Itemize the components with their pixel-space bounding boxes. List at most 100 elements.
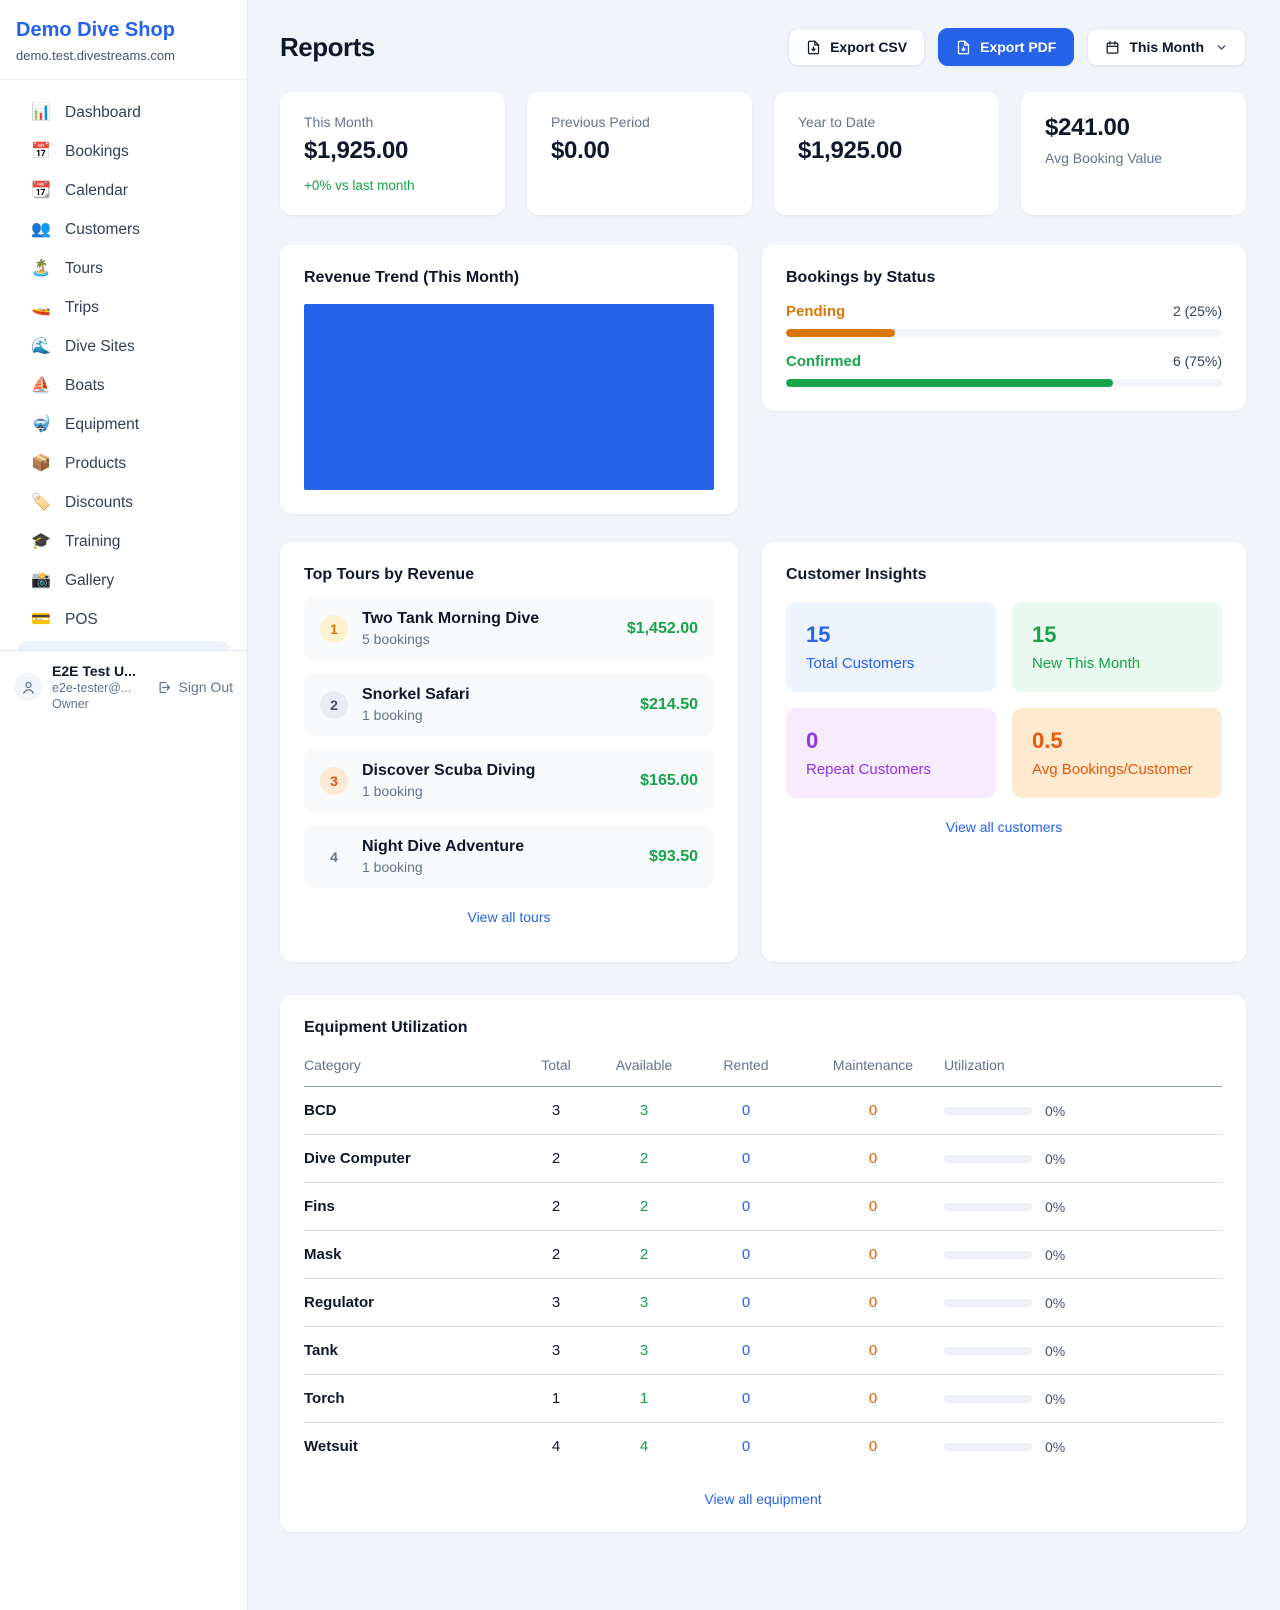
price-tag-icon: 🏷️ <box>31 494 51 511</box>
equipment-table-body: BCD 3 3 0 0 0% Dive Computer 2 2 0 0 0% Fins 2 2 0 0 0% Ma… <box>304 1087 1222 1470</box>
sign-out-button[interactable]: Sign Out <box>157 679 233 695</box>
table-row-wetsuit: Wetsuit 4 4 0 0 0% <box>304 1423 1222 1470</box>
tour-row-two-tank-morning-dive: 1 Two Tank Morning Dive 5 bookings $1,452.0… <box>304 597 714 660</box>
utilization-track <box>944 1298 1032 1307</box>
column-header-category: Category <box>304 1057 361 1073</box>
cell-category: Dive Computer <box>304 1150 411 1167</box>
cell-available: 4 <box>639 1438 649 1455</box>
period-label: This Month <box>1129 39 1204 55</box>
cell-category: Tank <box>304 1342 338 1359</box>
cell-rented: 0 <box>741 1294 751 1311</box>
cell-maintenance: 0 <box>868 1438 878 1455</box>
bookings-by-status-title: Bookings by Status <box>786 269 936 286</box>
table-row-fins: Fins 2 2 0 0 0% <box>304 1183 1222 1231</box>
file-download-icon <box>807 40 820 54</box>
cell-rented: 0 <box>741 1246 751 1263</box>
stat-card-year-to-date: Year to Date $1,925.00 <box>774 92 999 215</box>
sidebar-item-dashboard[interactable]: 📊 Dashboard <box>16 94 231 132</box>
tour-revenue: $1,452.00 <box>626 619 698 637</box>
utilization-track <box>944 1154 1032 1163</box>
insight-cell-total-customers: 15 Total Customers <box>786 602 996 692</box>
sidebar-item-pos[interactable]: 💳 POS <box>16 601 231 639</box>
sidebar-item-label: Equipment <box>65 416 140 433</box>
column-header-utilization: Utilization <box>944 1057 1005 1073</box>
stat-label: Previous Period <box>551 114 650 130</box>
tour-info: Discover Scuba Diving 1 booking <box>362 762 535 799</box>
sidebar-item-bookings[interactable]: 📅 Bookings <box>16 133 231 171</box>
column-header-total: Total <box>541 1057 571 1073</box>
sidebar-item-equipment[interactable]: 🤿 Equipment <box>16 406 231 444</box>
tour-info: Two Tank Morning Dive 5 bookings <box>362 610 539 647</box>
utilization-percent: 0% <box>1045 1294 1066 1311</box>
stat-label: Year to Date <box>798 114 876 130</box>
insights-grid: 15 Total Customers 15 New This Month 0 Repeat… <box>786 602 1222 798</box>
sidebar-item-label: Gallery <box>65 572 115 589</box>
diving-mask-icon: 🤿 <box>31 416 51 433</box>
table-row-dive-computer: Dive Computer 2 2 0 0 0% <box>304 1135 1222 1183</box>
customer-insights-card: Customer Insights 15 Total Customers 15 New… <box>762 542 1246 962</box>
cell-available: 2 <box>639 1246 649 1263</box>
utilization-percent: 0% <box>1045 1198 1066 1215</box>
sidebar-item-label: Calendar <box>65 182 128 199</box>
graduation-cap-icon: 🎓 <box>31 533 51 550</box>
cell-maintenance: 0 <box>868 1342 878 1359</box>
stat-value: $241.00 <box>1045 114 1130 141</box>
tour-bookings: 5 bookings <box>362 631 430 647</box>
status-progress-fill <box>786 379 1113 387</box>
sidebar-item-label: Boats <box>65 377 105 394</box>
sidebar-item-gallery[interactable]: 📸 Gallery <box>16 562 231 600</box>
export-csv-button[interactable]: Export CSV <box>788 28 926 66</box>
sidebar-item-calendar[interactable]: 📆 Calendar <box>16 172 231 210</box>
cell-total: 3 <box>551 1294 561 1311</box>
stat-card-previous-period: Previous Period $0.00 <box>527 92 752 215</box>
sidebar-item-customers[interactable]: 👥 Customers <box>16 211 231 249</box>
sidebar-item-tours[interactable]: 🏝️ Tours <box>16 250 231 288</box>
sidebar-item-discounts[interactable]: 🏷️ Discounts <box>16 484 231 522</box>
credit-card-icon: 💳 <box>31 611 51 628</box>
cell-rented: 0 <box>741 1102 751 1119</box>
cell-total: 2 <box>551 1198 561 1215</box>
status-progress-track <box>786 379 1222 387</box>
cell-utilization: 0% <box>944 1439 1222 1455</box>
cell-category: Torch <box>304 1390 345 1407</box>
cell-utilization: 0% <box>944 1391 1222 1407</box>
view-all-equipment-link[interactable]: View all equipment <box>304 1490 1222 1508</box>
sidebar-item-training[interactable]: 🎓 Training <box>16 523 231 561</box>
tour-name: Snorkel Safari <box>362 686 470 703</box>
stat-label: Avg Booking Value <box>1045 150 1163 166</box>
stat-card-this-month: This Month $1,925.00 +0% vs last month <box>280 92 505 215</box>
chevron-down-icon <box>1217 44 1226 50</box>
export-pdf-button[interactable]: Export PDF <box>938 28 1075 66</box>
sidebar-item-products[interactable]: 📦 Products <box>16 445 231 483</box>
sidebar-item-dive-sites[interactable]: 🌊 Dive Sites <box>16 328 231 366</box>
sidebar-item-label: Dive Sites <box>65 338 135 355</box>
logout-icon <box>159 681 170 693</box>
cell-category: Fins <box>304 1198 335 1215</box>
export-csv-label: Export CSV <box>830 39 908 55</box>
bar-chart-icon: 📊 <box>31 104 51 121</box>
utilization-track <box>944 1202 1032 1211</box>
cell-utilization: 0% <box>944 1343 1222 1359</box>
sidebar-item-trips[interactable]: 🚤 Trips <box>16 289 231 327</box>
cell-total: 4 <box>551 1438 561 1455</box>
view-all-tours-link[interactable]: View all tours <box>304 908 714 926</box>
view-all-customers-link[interactable]: View all customers <box>786 818 1222 836</box>
sidebar-item-boats[interactable]: ⛵ Boats <box>16 367 231 405</box>
status-list: Pending 2 (25%) Confirmed 6 (75%) <box>786 303 1222 387</box>
cell-maintenance: 0 <box>868 1246 878 1263</box>
insights-row: Top Tours by Revenue 1 Two Tank Morning D… <box>280 542 1246 962</box>
insight-value: 0.5 <box>1032 728 1063 753</box>
sidebar-item-reports-selected[interactable] <box>18 641 229 650</box>
cell-maintenance: 0 <box>868 1198 878 1215</box>
tour-name: Two Tank Morning Dive <box>362 610 540 627</box>
cell-rented: 0 <box>741 1438 751 1455</box>
insight-cell-repeat-customers: 0 Repeat Customers <box>786 708 996 798</box>
top-tours-title: Top Tours by Revenue <box>304 566 475 583</box>
cell-total: 3 <box>551 1342 561 1359</box>
sidebar-item-label: POS <box>65 611 98 628</box>
utilization-percent: 0% <box>1045 1342 1066 1359</box>
period-dropdown[interactable]: This Month <box>1087 28 1246 66</box>
utilization-percent: 0% <box>1045 1246 1066 1263</box>
status-count: 2 (25%) <box>1172 303 1222 319</box>
